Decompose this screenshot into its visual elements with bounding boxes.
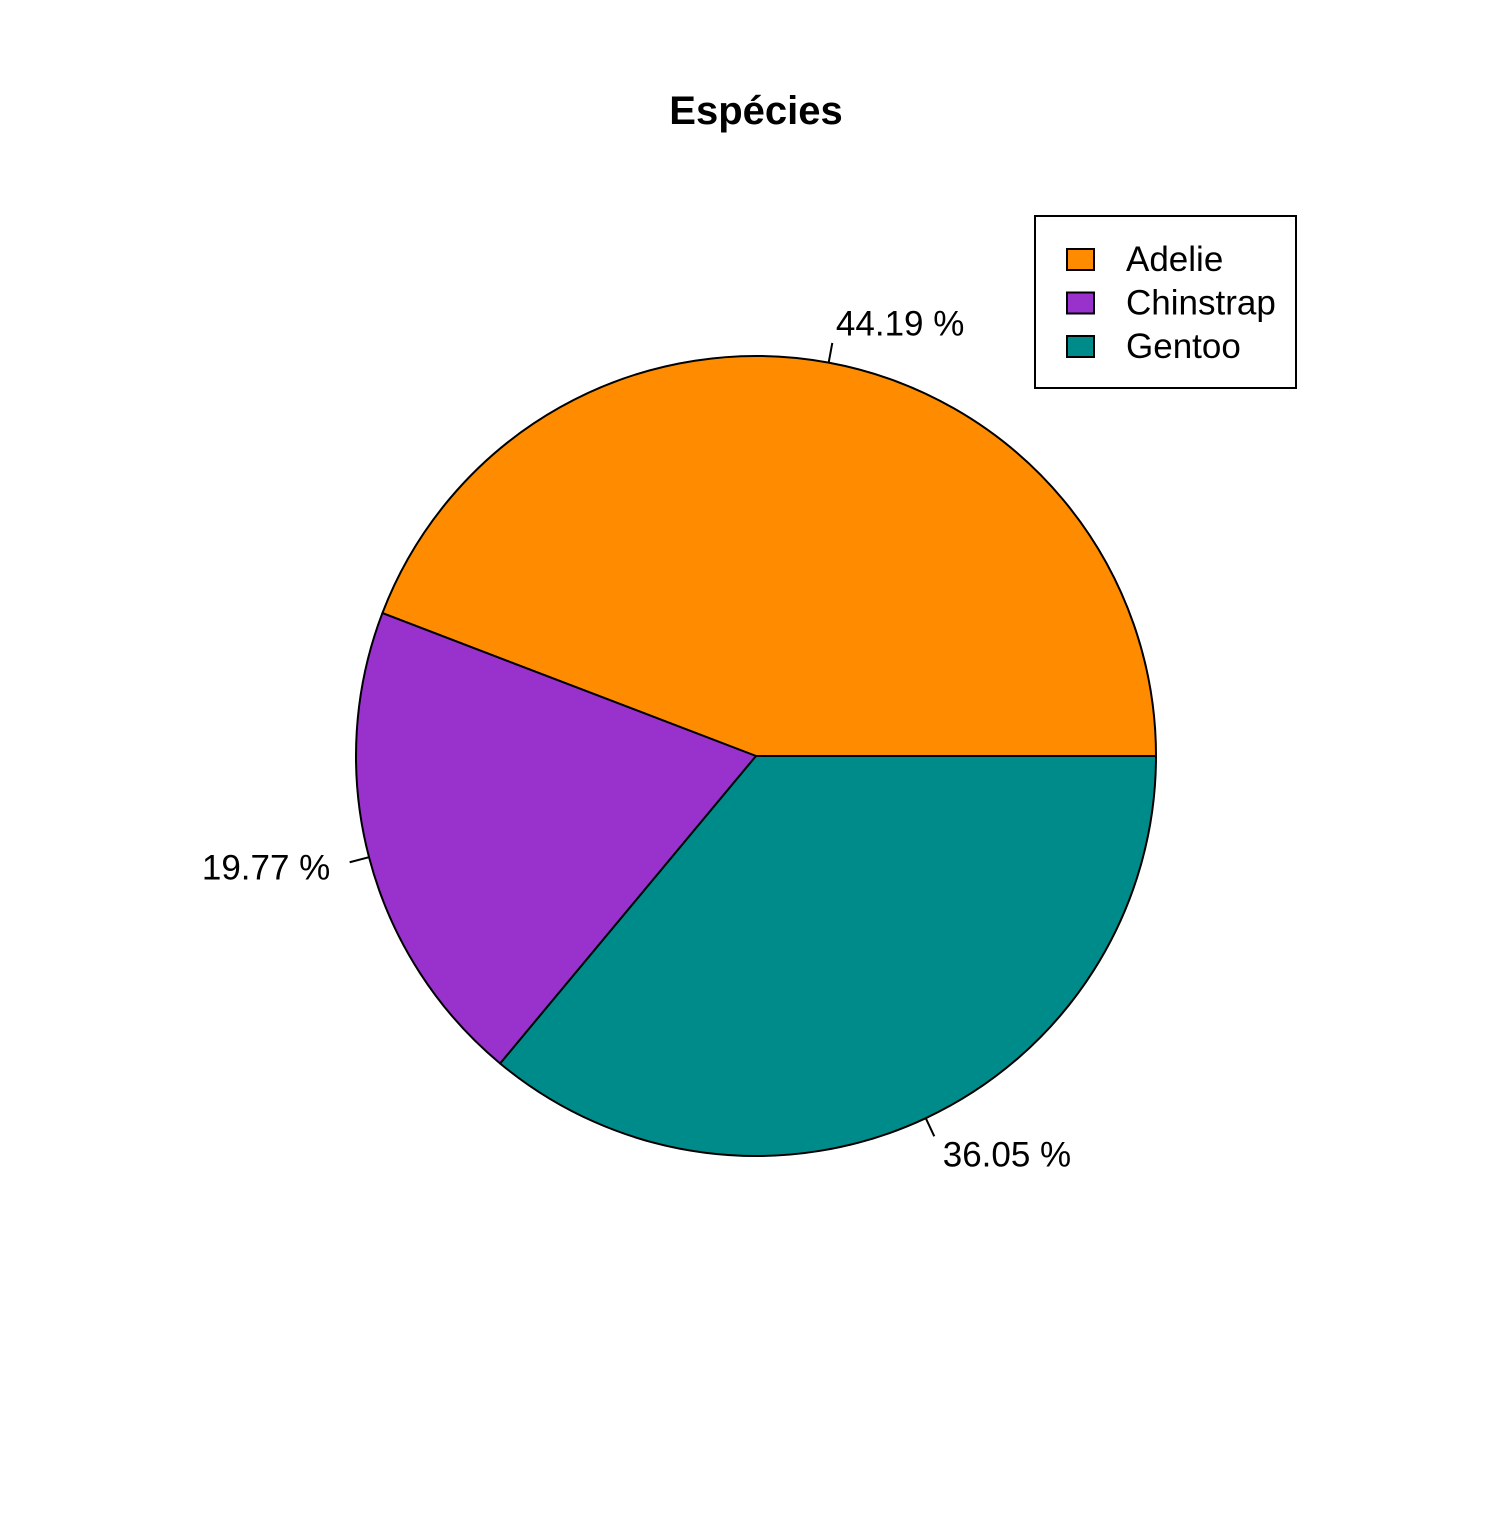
legend-swatch-chinstrap [1066,291,1095,315]
pie-label-chinstrap: 19.77 % [202,848,330,887]
legend-label-adelie: Adelie [1126,240,1223,279]
legend-label-gentoo: Gentoo [1126,327,1241,366]
pie-slice-adelie [381,355,1157,757]
legend-swatch-gentoo [1066,335,1095,358]
chart-title: Espécies [669,89,842,133]
pie-labels: 44.19 % 19.77 % 36.05 % [202,304,1071,1174]
pie-slice-chinstrap [355,612,757,1065]
pie-label-tick-gentoo [924,1117,936,1137]
pie-label-tick-chinstrap [349,856,370,864]
pie-slices [355,355,1157,1157]
legend-entries: Adelie Chinstrap Gentoo [1066,240,1276,366]
legend-swatch-adelie [1066,248,1095,271]
pie-label-adelie: 44.19 % [836,304,964,343]
pie-slice-gentoo [499,755,1157,1157]
legend: Adelie Chinstrap Gentoo [1034,215,1297,389]
legend-label-chinstrap: Chinstrap [1126,284,1276,323]
pie-label-tick-adelie [827,342,834,363]
pie-label-gentoo: 36.05 % [943,1135,1071,1174]
